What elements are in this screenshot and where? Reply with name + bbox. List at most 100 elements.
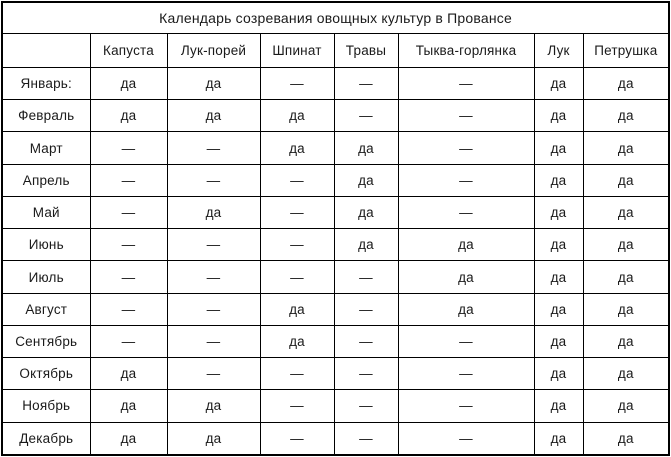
- value-cell: да: [582, 357, 670, 391]
- value-cell: да: [89, 66, 168, 101]
- value-cell: да: [533, 357, 584, 391]
- column-header-spinach: Шпинат: [259, 33, 335, 68]
- value-cell: —: [89, 228, 168, 262]
- header-row: Капуста Лук-порей Шпинат Травы Тыква-гор…: [1, 33, 670, 68]
- value-cell: —: [259, 260, 335, 294]
- column-header-leek: Лук-порей: [166, 33, 261, 68]
- value-cell: —: [333, 292, 399, 326]
- value-cell: да: [166, 66, 261, 101]
- value-cell: да: [582, 131, 670, 165]
- value-cell: да: [397, 228, 535, 262]
- value-cell: да: [533, 228, 584, 262]
- value-cell: —: [333, 99, 399, 133]
- value-cell: —: [259, 357, 335, 391]
- month-cell: Ноябрь: [1, 389, 91, 423]
- title-row: Календарь созревания овощных культур в П…: [1, 1, 670, 34]
- value-cell: —: [259, 389, 335, 423]
- table-row-november: Ноябрь да да — — — да да: [1, 389, 670, 423]
- value-cell: —: [166, 292, 261, 326]
- value-cell: да: [533, 99, 584, 133]
- table-row-may: Май — да — да — да да: [1, 195, 670, 230]
- value-cell: да: [582, 292, 670, 326]
- table-row-april: Апрель — — — да — да да: [1, 163, 670, 197]
- column-header-gourd: Тыква-горлянка: [397, 33, 535, 68]
- value-cell: да: [533, 389, 584, 423]
- value-cell: да: [259, 99, 335, 133]
- value-cell: да: [533, 163, 584, 197]
- month-cell: Июнь: [1, 228, 91, 262]
- month-cell: Декабрь: [1, 421, 91, 456]
- value-cell: —: [259, 163, 335, 197]
- table-row-july: Июль — — — — да да да: [1, 260, 670, 294]
- month-cell: Август: [1, 292, 91, 326]
- column-header-parsley: Петрушка: [582, 33, 670, 68]
- value-cell: —: [397, 66, 535, 101]
- value-cell: —: [397, 99, 535, 133]
- table-row-september: Сентябрь — — да — — да да: [1, 324, 670, 359]
- value-cell: да: [582, 163, 670, 197]
- value-cell: да: [533, 260, 584, 294]
- value-cell: —: [89, 292, 168, 326]
- month-cell: Март: [1, 131, 91, 165]
- value-cell: да: [582, 66, 670, 101]
- table-row-february: Февраль да да да — — да да: [1, 99, 670, 133]
- value-cell: —: [259, 228, 335, 262]
- value-cell: —: [397, 421, 535, 456]
- value-cell: —: [333, 260, 399, 294]
- value-cell: да: [533, 66, 584, 101]
- value-cell: да: [582, 421, 670, 456]
- value-cell: —: [333, 389, 399, 423]
- value-cell: —: [259, 66, 335, 101]
- table-row-october: Октябрь да — — — — да да: [1, 357, 670, 391]
- value-cell: да: [533, 421, 584, 456]
- month-cell: Февраль: [1, 99, 91, 133]
- table-row-january: Январь: да да — — — да да: [1, 66, 670, 101]
- value-cell: —: [397, 324, 535, 359]
- value-cell: —: [333, 357, 399, 391]
- value-cell: да: [582, 389, 670, 423]
- value-cell: да: [333, 195, 399, 230]
- month-cell: Апрель: [1, 163, 91, 197]
- value-cell: да: [166, 99, 261, 133]
- value-cell: —: [397, 195, 535, 230]
- value-cell: —: [89, 163, 168, 197]
- value-cell: да: [333, 131, 399, 165]
- value-cell: —: [166, 131, 261, 165]
- value-cell: да: [397, 292, 535, 326]
- month-cell: Май: [1, 195, 91, 230]
- value-cell: —: [333, 421, 399, 456]
- value-cell: —: [89, 324, 168, 359]
- value-cell: да: [259, 131, 335, 165]
- value-cell: да: [533, 324, 584, 359]
- value-cell: —: [397, 163, 535, 197]
- value-cell: —: [333, 324, 399, 359]
- value-cell: да: [89, 389, 168, 423]
- value-cell: да: [582, 260, 670, 294]
- value-cell: —: [89, 131, 168, 165]
- table-row-march: Март — — да да — да да: [1, 131, 670, 165]
- month-cell: Октябрь: [1, 357, 91, 391]
- column-header-empty: [1, 33, 91, 68]
- value-cell: да: [166, 195, 261, 230]
- value-cell: —: [333, 66, 399, 101]
- value-cell: да: [89, 421, 168, 456]
- value-cell: да: [333, 163, 399, 197]
- value-cell: да: [89, 357, 168, 391]
- value-cell: —: [397, 131, 535, 165]
- value-cell: да: [533, 292, 584, 326]
- column-header-herbs: Травы: [333, 33, 399, 68]
- value-cell: да: [259, 324, 335, 359]
- value-cell: да: [582, 99, 670, 133]
- value-cell: —: [166, 357, 261, 391]
- value-cell: —: [259, 421, 335, 456]
- value-cell: —: [89, 195, 168, 230]
- table-row-december: Декабрь да да — — — да да: [1, 421, 670, 456]
- value-cell: —: [166, 324, 261, 359]
- value-cell: —: [166, 228, 261, 262]
- value-cell: —: [397, 357, 535, 391]
- value-cell: да: [259, 292, 335, 326]
- value-cell: да: [582, 195, 670, 230]
- value-cell: да: [166, 421, 261, 456]
